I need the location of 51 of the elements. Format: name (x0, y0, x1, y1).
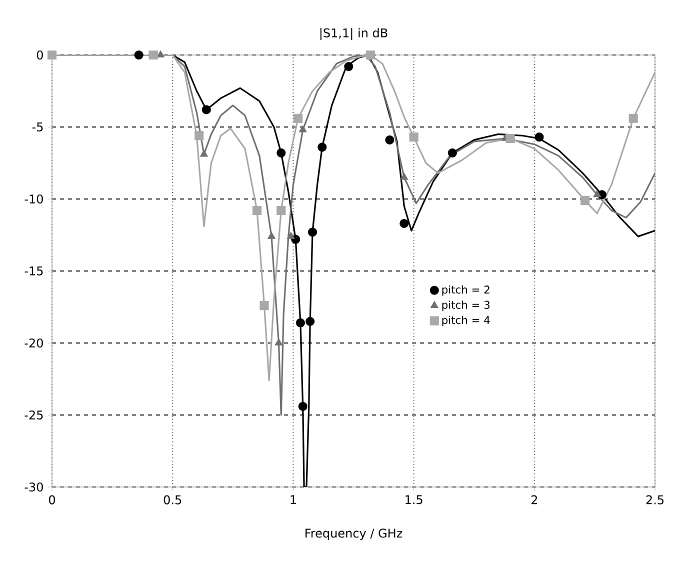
point (306, 316, 315, 326)
legend-label: pitch = 3 (442, 300, 490, 311)
x-tick-label: 0 (48, 495, 56, 504)
y-tick-label: 0 (36, 50, 43, 60)
point (628, 114, 638, 123)
point (400, 172, 408, 180)
point (293, 114, 303, 123)
point (274, 338, 283, 346)
point (148, 50, 158, 60)
point (534, 132, 544, 142)
legend-label: pitch = 4 (442, 316, 490, 326)
point (296, 318, 305, 328)
point (580, 196, 590, 205)
point (268, 232, 276, 239)
y-tick-label: -15 (24, 266, 43, 276)
point (252, 206, 262, 216)
y-tick-label: -30 (24, 482, 43, 492)
point (409, 132, 418, 142)
point (276, 148, 286, 158)
x-axis-title: Frequency / GHz (306, 528, 402, 540)
point (260, 301, 269, 310)
point (506, 134, 515, 144)
point (448, 148, 457, 158)
chart-title: |S1,1| in dB (320, 28, 388, 40)
point (200, 150, 208, 157)
point (202, 105, 211, 114)
y-tick-label: -10 (24, 194, 43, 204)
point (308, 228, 318, 237)
point (298, 402, 308, 411)
point (318, 142, 327, 152)
point (344, 62, 354, 72)
point (298, 125, 307, 132)
y-tick-label: -5 (32, 122, 43, 132)
x-tick-label: 1 (290, 495, 296, 504)
point (47, 50, 57, 60)
point (593, 190, 602, 198)
point (276, 206, 286, 216)
point (134, 50, 144, 60)
point (156, 50, 165, 58)
point (194, 131, 204, 140)
point (286, 232, 295, 239)
point (366, 50, 375, 60)
y-tick-label: -20 (24, 338, 43, 348)
x-tick-label: 2 (531, 495, 538, 504)
legend-label: pitch = 2 (442, 285, 490, 296)
x-tick-label: 1.5 (406, 495, 422, 504)
y-tick-label: -25 (24, 410, 43, 420)
point (385, 135, 394, 144)
x-tick-label: 0.5 (164, 495, 182, 504)
point (400, 218, 409, 228)
x-tick-label: 2.5 (646, 495, 664, 504)
